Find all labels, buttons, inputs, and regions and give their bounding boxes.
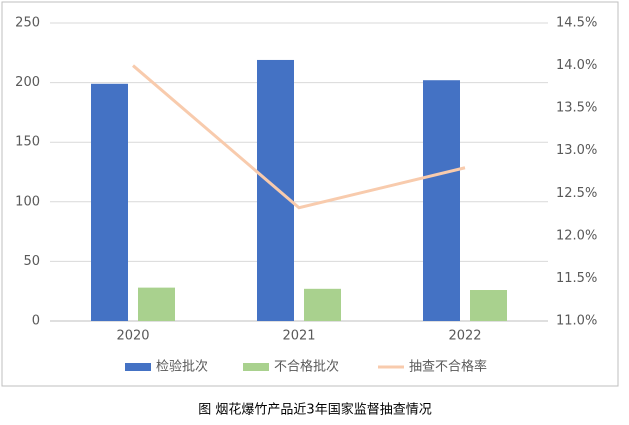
y2-tick-label: 14.5% <box>556 16 597 31</box>
y2-tick-label: 11.0% <box>556 314 597 329</box>
x-tick-label: 2021 <box>282 329 315 344</box>
legend-label: 抽查不合格率 <box>409 359 487 375</box>
y2-tick-label: 12.5% <box>556 186 597 201</box>
y-tick-label: 250 <box>15 16 40 31</box>
line <box>132 64 466 210</box>
bar <box>423 80 460 321</box>
y2-tick-label: 14.0% <box>556 58 597 73</box>
y-tick-label: 0 <box>32 314 40 329</box>
bar <box>91 83 128 322</box>
bar <box>470 290 507 321</box>
x-tick-label: 2020 <box>116 329 149 344</box>
y-tick-label: 100 <box>15 194 40 209</box>
y2-tick-label: 12.0% <box>556 228 597 243</box>
y2-tick-label: 13.5% <box>556 101 597 116</box>
bar <box>138 287 175 321</box>
bar <box>304 288 341 321</box>
bar <box>257 59 294 322</box>
legend-label: 检验批次 <box>156 359 208 375</box>
legend-swatch <box>125 363 151 371</box>
legend-label: 不合格批次 <box>274 359 339 375</box>
y-tick-label: 50 <box>23 254 40 269</box>
caption: 图 烟花爆竹产品近3年国家监督抽查情况 <box>198 402 431 418</box>
y-tick-label: 150 <box>15 135 40 150</box>
y2-tick-label: 13.0% <box>556 143 597 158</box>
y2-tick-label: 11.5% <box>556 271 597 286</box>
y-tick-label: 200 <box>15 75 40 90</box>
legend-swatch <box>243 363 269 371</box>
chart-frame <box>1 1 619 387</box>
x-tick-label: 2022 <box>448 329 481 344</box>
